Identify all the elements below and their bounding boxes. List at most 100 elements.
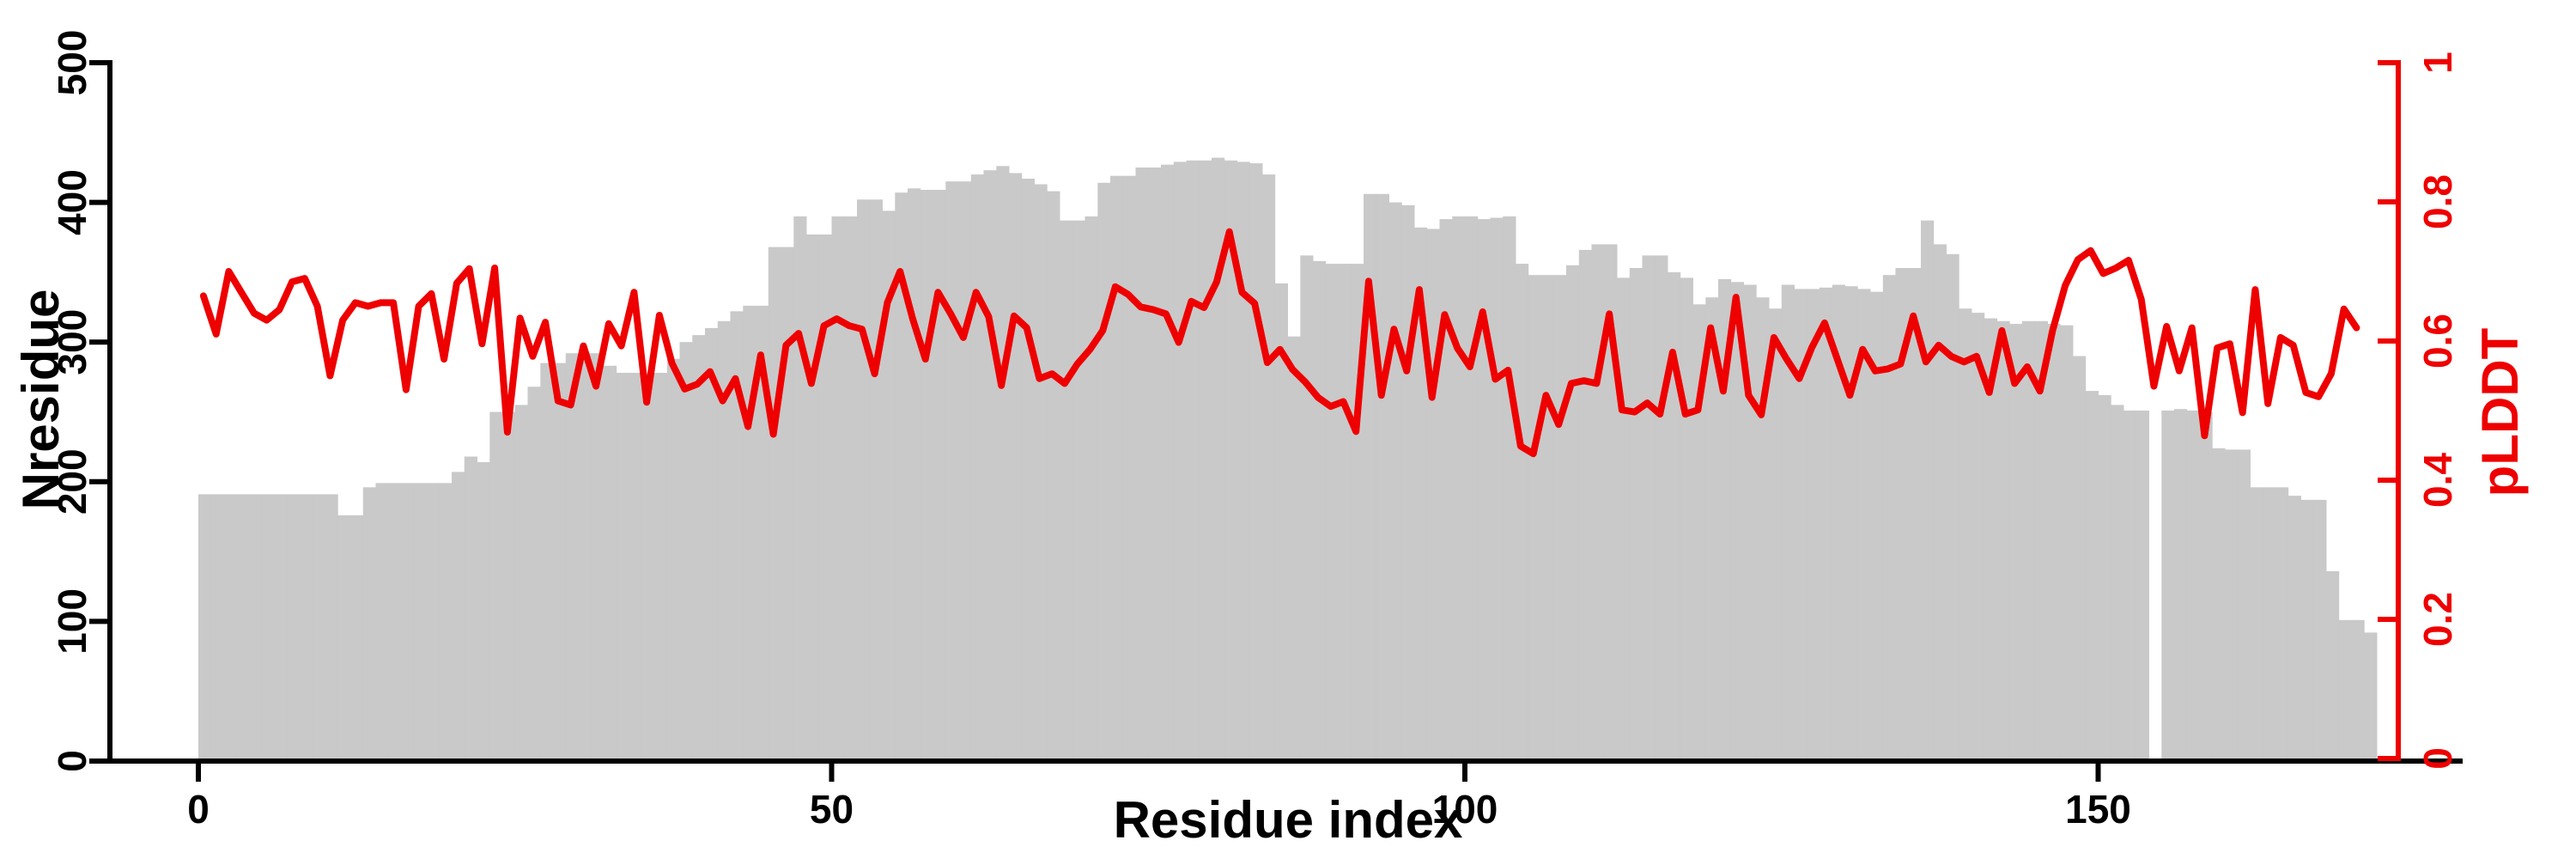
nresidue-bar <box>198 494 212 760</box>
nresidue-bar <box>1452 216 1466 760</box>
nresidue-bar <box>2250 487 2263 760</box>
nresidue-bar <box>362 487 376 760</box>
nresidue-bars <box>198 157 2378 761</box>
nresidue-bar <box>1148 168 1162 760</box>
nresidue-bar <box>527 387 541 760</box>
nresidue-bar <box>388 483 402 760</box>
nresidue-bar <box>1186 160 1200 761</box>
nresidue-bar <box>1325 264 1339 761</box>
nresidue-bar <box>806 235 820 760</box>
y-left-tick-label: 100 <box>50 588 94 655</box>
nresidue-bar <box>1946 253 1959 760</box>
nresidue-bar <box>236 494 250 760</box>
nresidue-bar <box>1908 268 1922 760</box>
nresidue-bar <box>1199 160 1212 761</box>
y-right-tick-label: 0.8 <box>2415 174 2460 229</box>
nresidue-bar <box>1401 204 1415 760</box>
nresidue-bar <box>2123 410 2137 760</box>
nresidue-bar <box>1262 174 1276 761</box>
nresidue-bar <box>1984 318 1997 761</box>
nresidue-bar <box>1718 279 1732 760</box>
nresidue-bar <box>717 320 731 760</box>
nresidue-bar <box>1971 313 1985 761</box>
nresidue-bar <box>2313 499 2327 760</box>
nresidue-bar <box>1882 275 1896 760</box>
nresidue-bar <box>1376 193 1389 761</box>
y-right-axis-title: pLDDT <box>2471 328 2529 497</box>
nresidue-bar <box>1287 336 1301 760</box>
nresidue-bar <box>477 462 490 760</box>
nresidue-bar <box>1097 182 1111 761</box>
nresidue-bar <box>1642 255 1656 760</box>
nresidue-bar <box>920 190 933 760</box>
nresidue-bar <box>1781 284 1795 760</box>
nresidue-bar <box>249 494 263 760</box>
nresidue-bar <box>857 199 871 761</box>
nresidue-bar <box>1617 277 1631 760</box>
nresidue-bar <box>692 335 706 760</box>
nresidue-bar <box>1161 164 1175 760</box>
axis-labels: 0 100 200 300 400 500 0 50 100 150 0 0.2 0.4 0.6 0.8 1 N… <box>12 30 2529 849</box>
nresidue-bar <box>1591 244 1605 760</box>
axes <box>89 60 2463 782</box>
nresidue-bar <box>350 515 364 760</box>
nresidue-bar <box>1959 308 1972 760</box>
y-left-tick-label: 200 <box>50 448 94 515</box>
nresidue-bar <box>2098 395 2111 760</box>
nresidue-bar <box>933 190 946 760</box>
y-left-tick-label: 400 <box>50 169 94 235</box>
nresidue-bar <box>1388 202 1402 761</box>
nresidue-bar <box>604 365 617 760</box>
nresidue-bar <box>540 362 554 760</box>
nresidue-bar <box>1807 289 1820 760</box>
nresidue-bar <box>1794 289 1807 760</box>
nresidue-bar <box>565 353 579 760</box>
nresidue-bar <box>1730 282 1744 760</box>
nresidue-bar <box>261 494 275 760</box>
x-axis-title: Residue index <box>1114 791 1463 849</box>
nresidue-bar <box>325 494 338 760</box>
nresidue-bar <box>2073 356 2087 760</box>
nresidue-bar <box>1769 308 1783 760</box>
nresidue-bar <box>1540 275 1554 760</box>
nresidue-bar <box>2275 487 2289 760</box>
nresidue-bar <box>1668 271 1681 760</box>
nresidue-bar <box>553 362 567 760</box>
nresidue-bar <box>1832 284 1845 760</box>
nresidue-bar <box>869 199 883 761</box>
nresidue-bar <box>2136 410 2149 760</box>
x-tick-label: 0 <box>187 787 210 832</box>
x-tick-label: 150 <box>2065 787 2131 832</box>
nresidue-bar <box>1173 161 1187 760</box>
nresidue-bar <box>1844 286 1858 760</box>
nresidue-bar <box>2186 410 2200 760</box>
nresidue-bar <box>730 311 744 760</box>
y-left-tick-label: 300 <box>50 309 94 375</box>
nresidue-bar <box>1692 304 1706 760</box>
nresidue-bar <box>2161 410 2175 760</box>
nresidue-bar <box>2199 411 2213 760</box>
y-right-tick-label: 0.6 <box>2415 314 2460 369</box>
nresidue-bar <box>2237 449 2251 760</box>
nresidue-bar <box>2047 324 2061 760</box>
nresidue-bar <box>666 358 680 760</box>
plddt-line <box>199 228 2360 458</box>
nresidue-bar <box>996 166 1010 761</box>
nresidue-bar <box>591 353 605 760</box>
nresidue-bar <box>1122 175 1136 760</box>
nresidue-bar <box>401 483 415 760</box>
nresidue-bar <box>1870 291 1884 760</box>
nresidue-bar <box>831 216 845 760</box>
nresidue-bar <box>983 170 997 760</box>
x-tick-label: 50 <box>810 787 854 832</box>
nresidue-bar <box>641 373 655 760</box>
nresidue-bar <box>945 181 959 760</box>
nresidue-bar <box>1705 297 1719 760</box>
nresidue-bar <box>337 515 351 760</box>
nresidue-bar <box>1629 268 1643 760</box>
plddt-line-path <box>199 228 2360 458</box>
nresidue-bar <box>2364 632 2378 760</box>
nresidue-bar <box>616 373 629 760</box>
nresidue-bar <box>1338 264 1352 761</box>
